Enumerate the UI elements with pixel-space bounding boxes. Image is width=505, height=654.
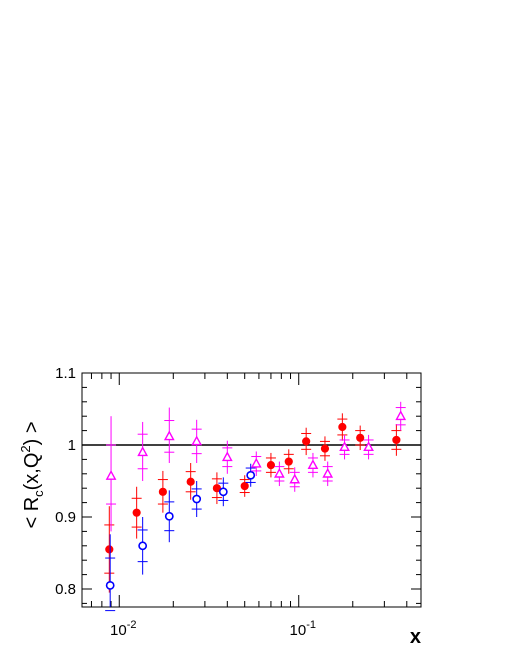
series-open-circle bbox=[105, 463, 256, 612]
data-point bbox=[395, 410, 407, 421]
y-title-close: ) > bbox=[21, 421, 43, 445]
x-tick-exponent: -1 bbox=[306, 619, 316, 631]
y-tick-label: 1 bbox=[68, 437, 76, 454]
plot-frame bbox=[81, 372, 422, 608]
data-point bbox=[392, 435, 401, 445]
y-axis-title: < Rc(x,Q2) > bbox=[18, 421, 46, 528]
data-point bbox=[284, 457, 293, 466]
y-title-superscript: 2 bbox=[18, 445, 33, 452]
data-point bbox=[250, 457, 262, 468]
data-point bbox=[338, 422, 347, 432]
data-point bbox=[138, 541, 148, 551]
series-open-triangle bbox=[105, 401, 407, 532]
x-tick-base: 10 bbox=[290, 622, 307, 639]
data-point bbox=[221, 451, 233, 462]
data-point bbox=[339, 441, 350, 452]
data-point bbox=[307, 459, 319, 470]
y-title-subscript: c bbox=[31, 490, 46, 497]
plot-frame-group bbox=[81, 372, 422, 608]
data-point bbox=[246, 470, 256, 480]
series-filled-circle bbox=[104, 413, 402, 593]
data-point bbox=[240, 481, 249, 491]
x-tick-label: 10-2 bbox=[110, 619, 136, 639]
x-tick-exponent: -2 bbox=[127, 619, 137, 631]
x-tick-base: 10 bbox=[110, 622, 127, 639]
y-tick-label: 1.1 bbox=[55, 365, 76, 382]
data-point bbox=[273, 467, 285, 478]
data-point bbox=[158, 487, 167, 496]
data-group bbox=[104, 401, 407, 612]
data-point bbox=[212, 484, 222, 493]
data-point bbox=[320, 444, 330, 453]
data-point bbox=[105, 545, 114, 554]
data-point bbox=[192, 494, 202, 504]
axis-group: 0.8 0.9 1 1.1 10-2 10-1 x < Rc(x,Q2) > bbox=[18, 365, 421, 648]
data-point bbox=[302, 437, 311, 446]
y-title-open: < R bbox=[21, 497, 43, 529]
x-tick-label: 10-1 bbox=[290, 619, 316, 639]
data-point bbox=[289, 473, 301, 484]
data-point bbox=[266, 461, 276, 470]
data-point bbox=[363, 441, 374, 452]
data-point bbox=[356, 433, 365, 442]
data-point bbox=[132, 508, 141, 517]
data-point bbox=[218, 487, 228, 497]
y-tick-label: 0.9 bbox=[55, 509, 76, 526]
data-point bbox=[105, 469, 117, 480]
data-point bbox=[105, 581, 115, 590]
data-point bbox=[322, 467, 334, 478]
data-point bbox=[163, 430, 175, 441]
data-point bbox=[164, 511, 174, 521]
x-axis-title: x bbox=[410, 626, 421, 648]
data-point bbox=[137, 446, 149, 457]
y-tick-label: 0.8 bbox=[55, 581, 76, 598]
y-title-mid: (x,Q bbox=[21, 453, 43, 491]
data-point bbox=[191, 435, 203, 446]
data-point bbox=[186, 477, 195, 486]
